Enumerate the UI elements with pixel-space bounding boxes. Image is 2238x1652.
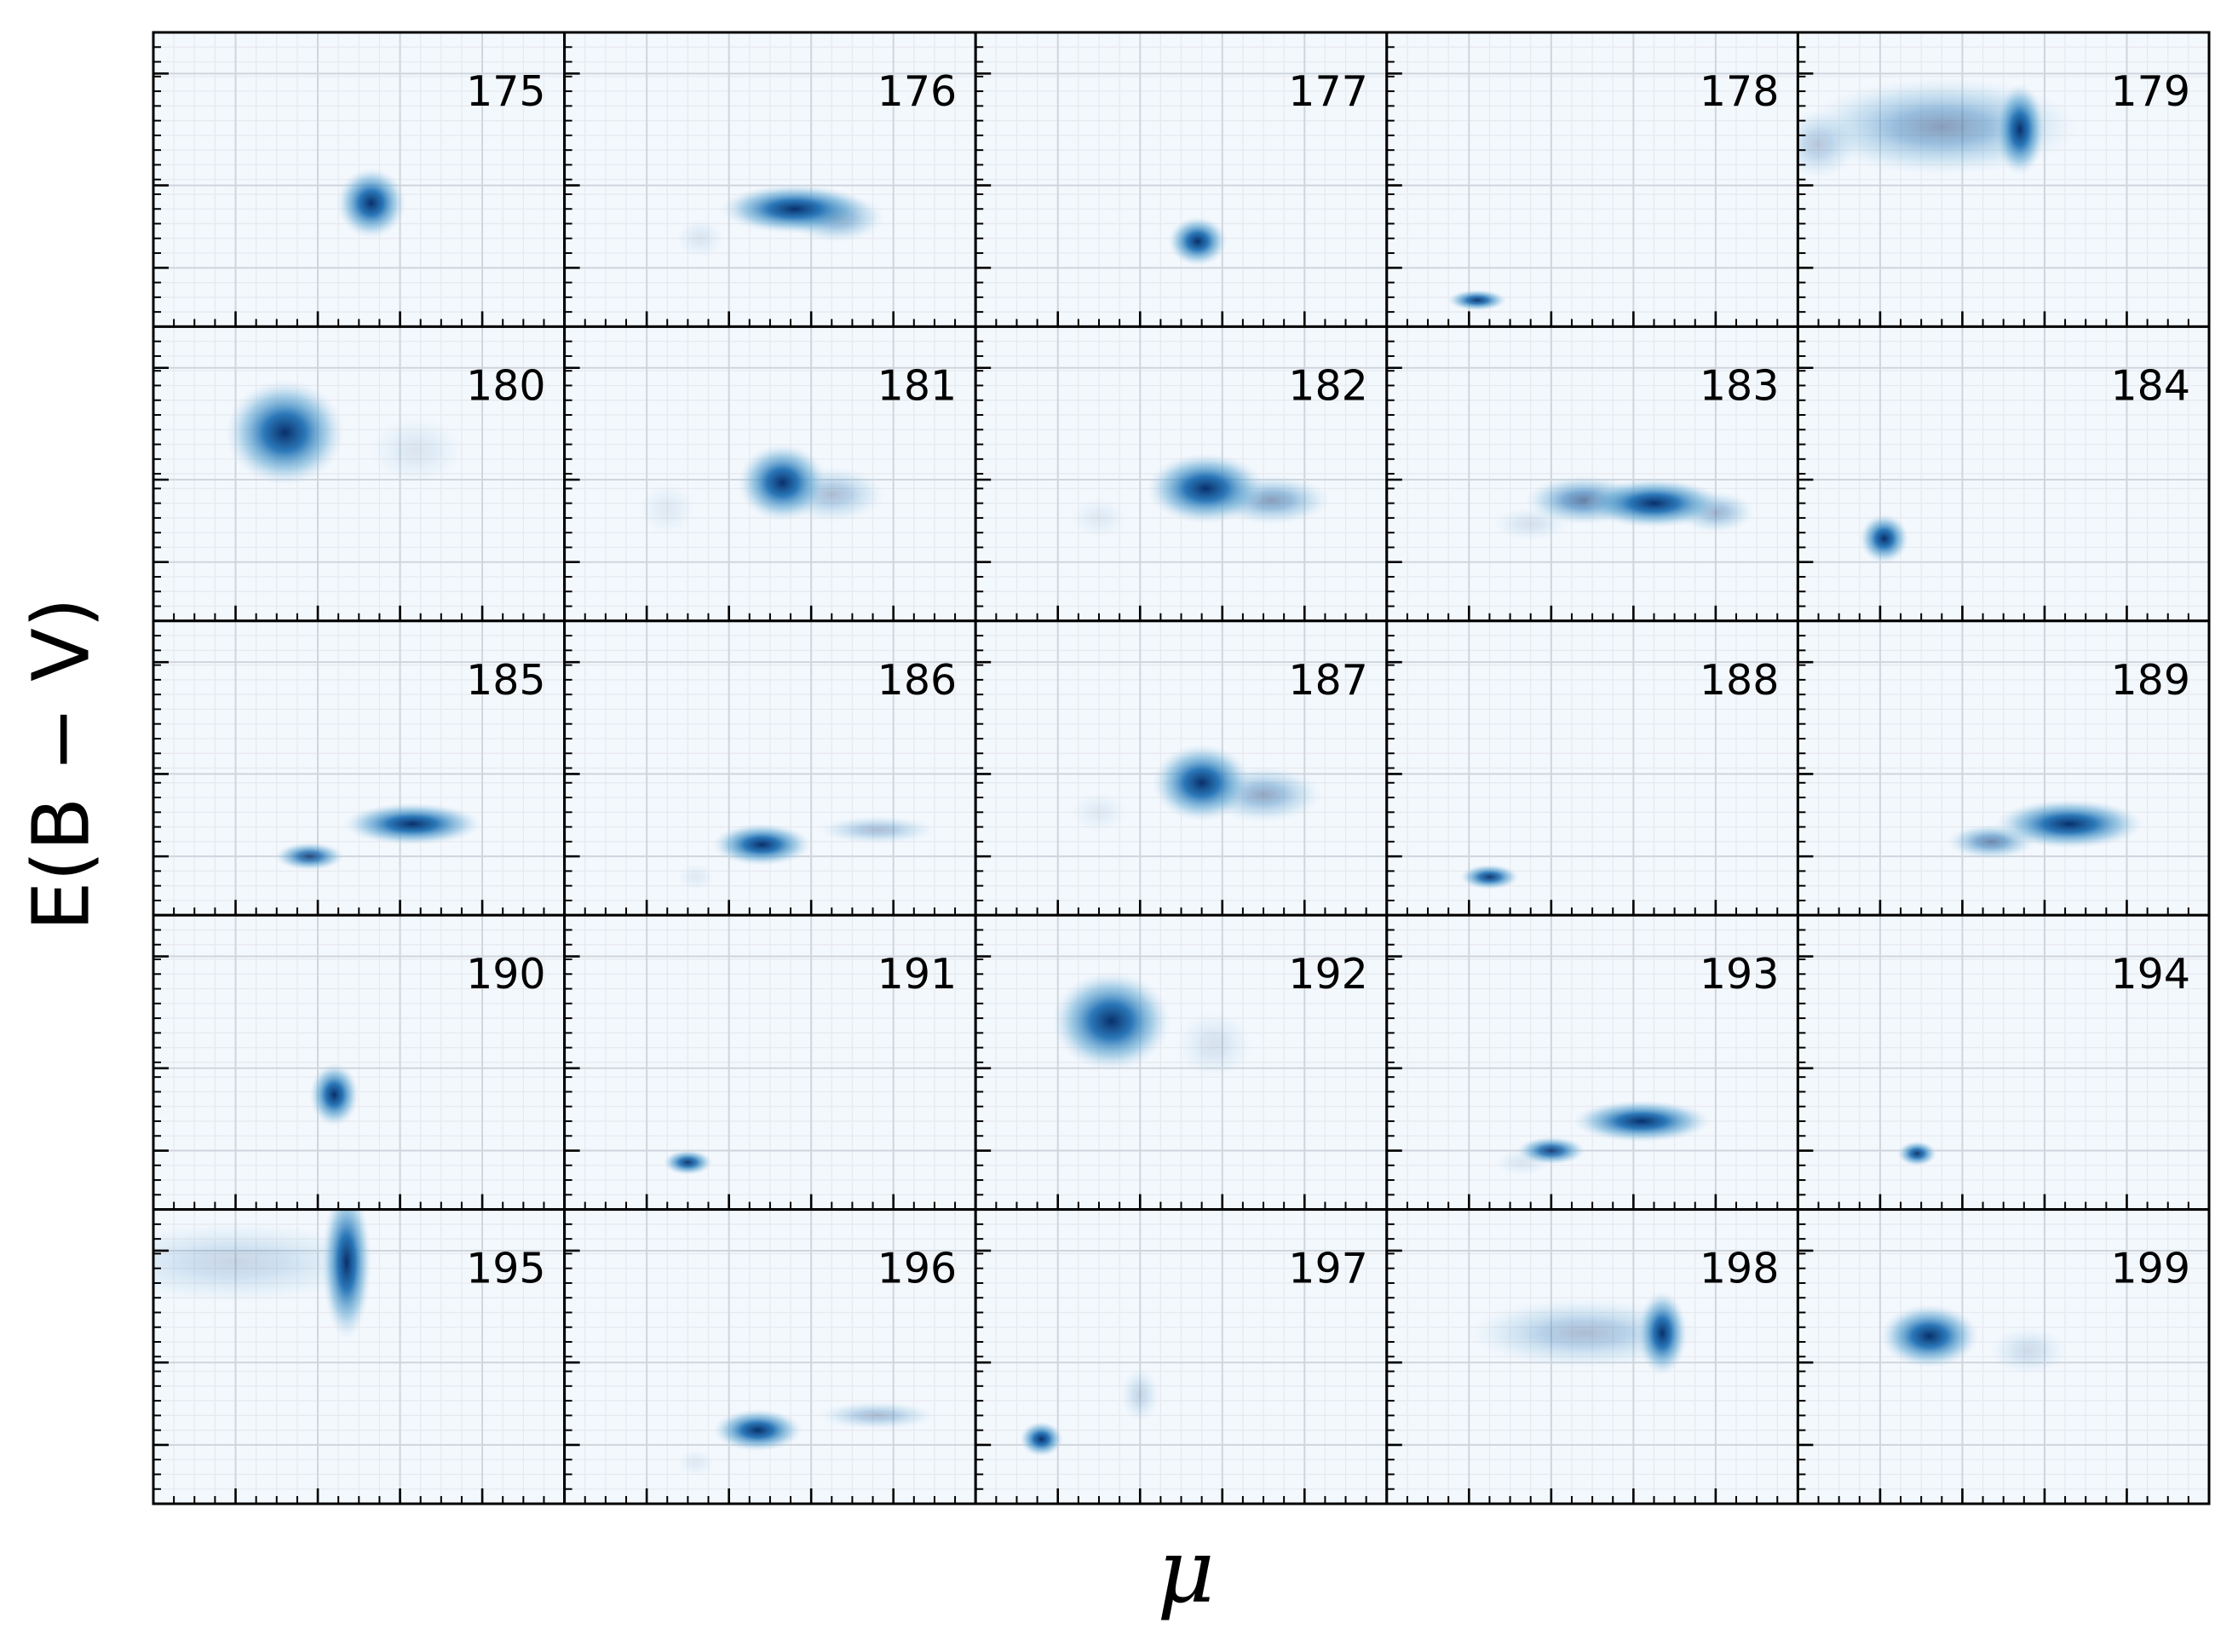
panel-176: 176 — [563, 31, 977, 328]
density-blob — [675, 216, 725, 260]
panel-label: 185 — [466, 656, 546, 705]
panel-192: 192 — [974, 913, 1389, 1212]
panel-label: 181 — [877, 361, 958, 410]
panel-186: 186 — [563, 619, 977, 917]
panel-184: 184 — [1796, 325, 2211, 623]
density-blob — [1859, 514, 1909, 564]
density-blob — [309, 1062, 360, 1127]
density-blob — [321, 1209, 371, 1340]
panel-182: 182 — [974, 325, 1389, 623]
density-blob — [1168, 216, 1228, 267]
panel-label: 188 — [1700, 656, 1780, 705]
y-axis-label: E(B − V) — [15, 597, 106, 931]
panel-label: 198 — [1700, 1245, 1780, 1293]
panel-195: 195 — [152, 1208, 567, 1505]
density-blob — [342, 803, 482, 845]
panel-181: 181 — [563, 325, 977, 623]
density-blob — [274, 842, 344, 871]
density-blob — [1988, 1326, 2068, 1376]
panel-187: 187 — [974, 619, 1389, 917]
density-blob — [1019, 1421, 1063, 1457]
density-blob — [738, 443, 827, 522]
panel-190: 190 — [152, 913, 567, 1212]
panel-197: 197 — [974, 1208, 1389, 1505]
panel-label: 180 — [466, 361, 546, 410]
panel-label: 177 — [1288, 67, 1368, 116]
density-blob — [817, 815, 936, 844]
density-blob — [1585, 478, 1723, 528]
panel-180: 180 — [152, 325, 567, 623]
x-axis-label: μ — [1157, 1519, 1215, 1623]
density-blob — [1516, 1136, 1586, 1166]
density-blob — [713, 1408, 803, 1452]
panel-188: 188 — [1385, 619, 1799, 917]
panel-198: 198 — [1385, 1208, 1799, 1505]
panel-label: 183 — [1700, 361, 1780, 410]
panel-label: 191 — [877, 950, 958, 999]
density-blob — [663, 1149, 713, 1176]
density-blob — [1995, 83, 2045, 176]
panel-label: 184 — [2110, 361, 2190, 410]
panel-177: 177 — [974, 31, 1389, 328]
density-blob — [712, 823, 812, 866]
panel-196: 196 — [563, 1208, 977, 1505]
panel-185: 185 — [152, 619, 567, 917]
panel-label: 190 — [466, 950, 546, 999]
density-blob — [817, 1401, 936, 1430]
panel-label: 192 — [1288, 950, 1368, 999]
density-blob — [1459, 864, 1520, 890]
density-blob — [1995, 799, 2143, 849]
density-blob — [1637, 1290, 1688, 1376]
panel-label: 176 — [877, 67, 958, 116]
panel-183: 183 — [1385, 325, 1799, 623]
density-blob — [1152, 744, 1251, 822]
density-blob — [1572, 1100, 1712, 1143]
panel-label: 194 — [2110, 950, 2190, 999]
panel-189: 189 — [1796, 619, 2211, 917]
panel-179: 179 — [1796, 31, 2211, 328]
panel-label: 187 — [1288, 656, 1368, 705]
density-blob — [637, 481, 697, 538]
panel-grid: 175 176 177 178 179 180 181 182 183 184 185 186 187 1… — [152, 31, 2211, 1505]
panel-label: 195 — [466, 1245, 546, 1293]
panel-193: 193 — [1385, 913, 1799, 1212]
panel-label: 182 — [1288, 361, 1368, 410]
density-blob — [1069, 791, 1129, 834]
density-blob — [1051, 971, 1171, 1071]
panel-178: 178 — [1385, 31, 1799, 328]
panel-label: 196 — [877, 1245, 958, 1293]
panel-label: 178 — [1700, 67, 1780, 116]
density-blob — [720, 184, 869, 234]
panel-label: 179 — [2110, 67, 2190, 116]
density-blob — [676, 862, 716, 891]
density-blob — [1146, 452, 1265, 524]
panel-label: 186 — [877, 656, 958, 705]
density-blob — [1120, 1367, 1160, 1424]
density-blob — [676, 1448, 716, 1477]
panel-label: 193 — [1700, 950, 1780, 999]
density-blob — [225, 379, 344, 486]
density-blob — [1069, 497, 1129, 539]
density-blob — [1174, 1009, 1254, 1080]
density-blob — [366, 415, 466, 486]
density-blob — [337, 167, 406, 239]
panel-label: 189 — [2110, 656, 2190, 705]
panel-194: 194 — [1796, 913, 2211, 1212]
panel-199: 199 — [1796, 1208, 2211, 1505]
panel-frame — [1796, 1208, 2211, 1505]
panel-175: 175 — [152, 31, 567, 328]
panel-label: 197 — [1288, 1245, 1368, 1293]
density-blob — [1897, 1141, 1937, 1166]
panel-191: 191 — [563, 913, 977, 1212]
panel-label: 175 — [466, 67, 546, 116]
density-blob — [1447, 289, 1507, 311]
density-blob — [1879, 1304, 1979, 1368]
panel-label: 199 — [2110, 1245, 2190, 1293]
